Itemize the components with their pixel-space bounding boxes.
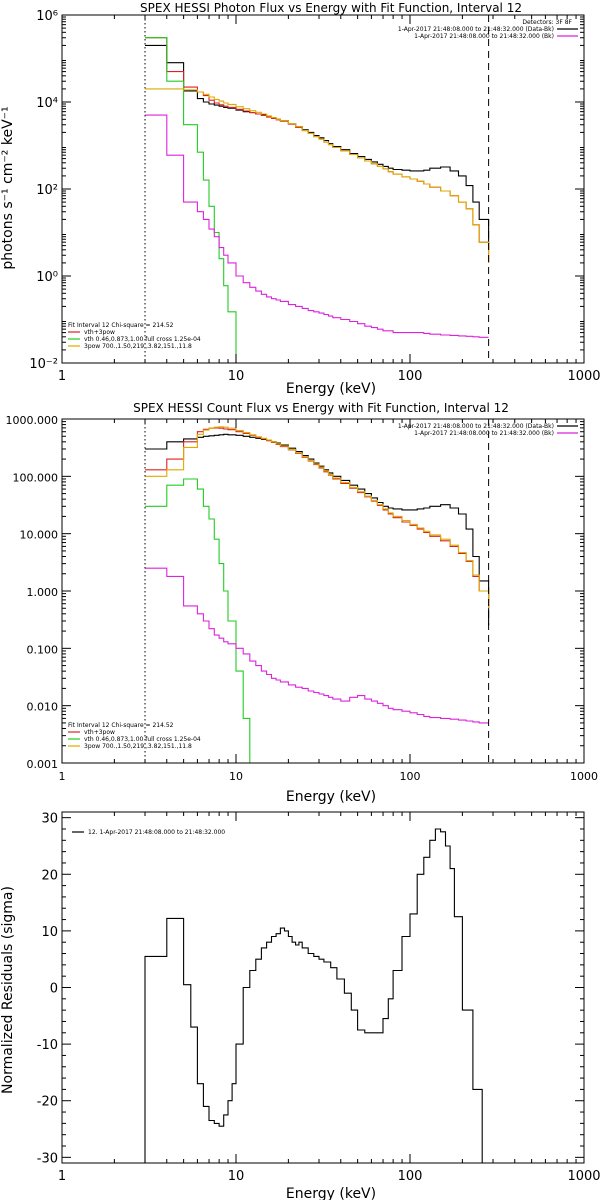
x-tick-label: 1: [59, 770, 66, 783]
legend-top: 1-Apr-2017 21:48:08.000 to 21:48:32.000 …: [398, 423, 578, 437]
legend-entry-label: vth 0.46,0.873,1.00 full cross 1.25e-04: [84, 736, 201, 743]
x-ticks: 1 10 100 1000: [58, 15, 600, 384]
y-tick-label: -10: [37, 1038, 58, 1053]
series-line-0: [144, 828, 490, 1163]
series-group: [144, 828, 490, 1163]
series-group: [145, 37, 490, 363]
series-line-2: [145, 478, 251, 763]
x-tick-label: 1: [58, 369, 66, 384]
legend-entry-label: 3pow 700.,1.50,219.,3.82,151.,11.8: [84, 343, 192, 350]
legend-header: Fit Interval 12 Chi-square = 214.52: [68, 322, 174, 329]
vline-group: [144, 419, 490, 763]
y-tick-label: 10²: [36, 183, 58, 198]
y-tick-label: 0.100: [27, 643, 59, 656]
plot-area: [144, 419, 490, 763]
x-axis-label: Energy (keV): [286, 789, 376, 805]
y-ticks: 10⁻² 10⁰ 10² 10⁴ 10⁶: [29, 9, 584, 372]
legend-entry-label: 1-Apr-2017 21:48:08.000 to 21:48:32.000 …: [398, 423, 554, 430]
y-tick-label: 1.000: [27, 586, 59, 599]
legend-bottom: Fit Interval 12 Chi-square = 214.52vth+3…: [68, 322, 201, 350]
legend-bottom: Fit Interval 12 Chi-square = 214.52vth+3…: [68, 722, 201, 750]
series-line-2: [145, 37, 244, 363]
y-tick-label: 10: [41, 925, 58, 940]
y-tick-label: 0: [50, 982, 58, 997]
y-axis-label: Normalized Residuals (sigma): [0, 886, 16, 1094]
y-tick-label: 0.010: [27, 701, 59, 714]
y-tick-label: 10⁰: [36, 270, 58, 285]
x-ticks: 1 10 100 1000: [58, 812, 600, 1184]
legend-entry-label: vth+3pow: [84, 729, 115, 736]
legend-top: 12. 1-Apr-2017 21:48:08.000 to 21:48:32.…: [72, 829, 225, 836]
y-tick-label: 1000.000: [6, 414, 59, 427]
y-tick-label: -30: [37, 1151, 58, 1166]
y-tick-label: 0.001: [27, 758, 59, 771]
x-tick-label: 100: [398, 369, 423, 384]
y-tick-label: 100.000: [13, 471, 59, 484]
y-tick-label: 10⁻²: [29, 357, 58, 372]
series-line-3: [145, 426, 490, 609]
legend-entry-label: 1-Apr-2017 21:48:08.000 to 21:48:32.000 …: [398, 26, 554, 33]
series-line-4: [145, 567, 489, 724]
legend-entry-label: vth+3pow: [84, 329, 115, 336]
y-axis-label: photons s⁻¹ cm⁻² keV⁻¹: [0, 106, 16, 269]
y-ticks: -30 -20 -10 0 10 20 30: [37, 812, 584, 1166]
x-tick-label: 10: [229, 770, 243, 783]
x-axis-label: Energy (keV): [286, 381, 376, 397]
series-line-0: [145, 433, 490, 626]
series-group: [145, 426, 490, 763]
y-tick-label: 30: [41, 812, 58, 827]
x-tick-label: 1: [58, 1169, 66, 1184]
x-tick-label: 1000: [570, 770, 598, 783]
x-tick-label: 10: [228, 1169, 245, 1184]
plot-area: [144, 15, 490, 363]
y-ticks: 0.001 0.010 0.100 1.000 10.000 100.000 1000.00…: [6, 414, 584, 771]
series-line-0: [145, 44, 490, 250]
residuals-panel: Energy (keV) Normalized Residuals (sigma…: [0, 811, 600, 1200]
legend-header: Detectors: 3F 8F: [522, 19, 572, 26]
chart-title: SPEX HESSI Count Flux vs Energy with Fit…: [133, 401, 509, 415]
x-tick-label: 100: [398, 1169, 423, 1184]
series-line-3: [145, 88, 490, 263]
axes-frame: [61, 811, 585, 1164]
vline-group: [144, 15, 490, 363]
legend-header: Fit Interval 12 Chi-square = 214.52: [68, 722, 174, 729]
x-tick-label: 100: [400, 770, 421, 783]
x-tick-label: 1000: [567, 369, 600, 384]
y-tick-label: 10⁶: [36, 9, 58, 24]
series-line-1: [145, 37, 490, 263]
axes-frame: [61, 14, 585, 364]
y-tick-label: 10⁴: [36, 96, 58, 111]
axes-frame: [61, 418, 585, 764]
x-ticks: 1 10 100 1000: [59, 419, 598, 783]
x-tick-label: 10: [228, 369, 245, 384]
chart-title: SPEX HESSI Photon Flux vs Energy with Fi…: [140, 1, 522, 15]
legend-entry-label: 1-Apr-2017 21:48:08.000 to 21:48:32.000 …: [414, 33, 554, 40]
y-tick-label: 10.000: [20, 529, 59, 542]
plot-area: [144, 828, 490, 1163]
x-tick-label: 1000: [567, 1169, 600, 1184]
series-line-1: [145, 427, 490, 609]
legend-top: Detectors: 3F 8F1-Apr-2017 21:48:08.000 …: [398, 19, 578, 40]
legend-entry-label: 3pow 700.,1.50,219.,3.82,151.,11.8: [84, 743, 192, 750]
x-axis-label: Energy (keV): [286, 1186, 376, 1200]
count-flux-panel: SPEX HESSI Count Flux vs Energy with Fit…: [6, 401, 599, 805]
y-tick-label: -20: [37, 1095, 58, 1110]
legend-entry-label: vth 0.46,0.873,1.00 full cross 1.25e-04: [84, 336, 201, 343]
legend-entry-label: 1-Apr-2017 21:48:08.000 to 21:48:32.000 …: [414, 430, 554, 437]
legend-entry-label: 12. 1-Apr-2017 21:48:08.000 to 21:48:32.…: [88, 829, 225, 836]
photon-flux-panel: SPEX HESSI Photon Flux vs Energy with Fi…: [0, 1, 600, 397]
series-line-4: [145, 114, 489, 338]
y-tick-label: 20: [41, 868, 58, 883]
